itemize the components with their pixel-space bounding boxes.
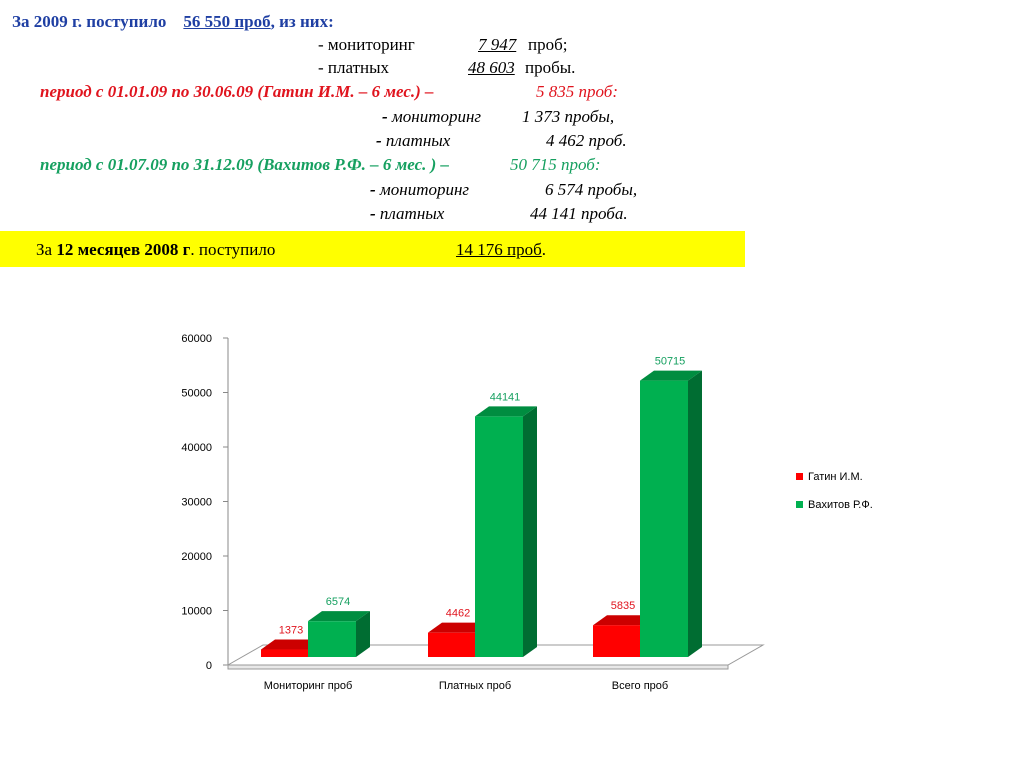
period1-value: 5 835 проб: — [536, 82, 618, 101]
period1-label: период с 01.01.09 по 30.06.09 (Гатин И.М… — [40, 82, 434, 101]
bar-top — [475, 406, 537, 417]
summary-value: 14 176 проб — [456, 240, 542, 259]
bar-side — [523, 406, 537, 657]
bar — [475, 416, 523, 657]
bar — [261, 649, 309, 657]
period2-item-value: 6 574 пробы, — [545, 180, 638, 199]
legend-label: Вахитов Р.Ф. — [808, 499, 873, 511]
bar-chart-svg: 0 10000 20000 30000 40000 50000 60000 1373 4462 5… — [181, 333, 873, 692]
bar-side — [688, 370, 702, 657]
header-monitoring-unit: проб; — [528, 35, 568, 54]
summary-value-wrap: 14 176 проб. — [456, 240, 546, 260]
x-tick-label: Платных проб — [439, 680, 511, 692]
bar-top — [640, 370, 702, 381]
period1-item-paid: - платных 4 462 проб. — [376, 131, 627, 151]
y-tick-label: 30000 — [181, 497, 212, 509]
bar-top — [308, 611, 370, 622]
legend-swatch — [796, 473, 803, 480]
header-line-monitoring: - мониторинг 7 947 проб; — [318, 35, 567, 55]
period2-heading: период с 01.07.09 по 31.12.09 (Вахитов Р… — [40, 155, 601, 175]
period1-item-label: платных — [385, 131, 451, 150]
x-tick-label: Мониторинг проб — [264, 680, 353, 692]
bar — [428, 632, 476, 657]
legend-label: Гатин И.М. — [808, 471, 863, 483]
period2-item-label: платных — [379, 204, 445, 223]
legend-swatch — [796, 501, 803, 508]
period1-item-value: 1 373 пробы, — [522, 107, 615, 126]
header-paid-label: - платных — [318, 58, 390, 77]
bar-top — [593, 615, 655, 626]
period2-label: период с 01.07.09 по 31.12.09 (Вахитов Р… — [40, 155, 450, 174]
bar-chart: 0 10000 20000 30000 40000 50000 60000 1373 4462 5… — [160, 320, 920, 720]
header-monitoring-value: 7 947 — [478, 35, 517, 54]
period2-item-paid: - платных 44 141 проба. — [370, 204, 628, 224]
data-label: 44141 — [490, 391, 521, 403]
header-paid-value: 48 603 — [468, 58, 515, 77]
summary-prefix: За — [36, 240, 53, 259]
period1-item-dash: - — [376, 131, 382, 150]
bar-top — [428, 622, 490, 633]
header-paid-unit: пробы. — [525, 58, 576, 77]
y-tick-label: 10000 — [181, 606, 212, 618]
period2-item-dash: - — [370, 204, 376, 223]
x-tick-label: Всего проб — [612, 680, 668, 692]
y-tick-label: 20000 — [181, 551, 212, 563]
y-tick-label: 0 — [206, 660, 212, 672]
header-line-paid: - платных 48 603 пробы. — [318, 58, 575, 78]
bar — [593, 625, 641, 657]
data-label: 4462 — [446, 608, 470, 620]
period1-item-monitoring: - мониторинг 1 373 пробы, — [382, 107, 614, 127]
y-tick-label: 40000 — [181, 442, 212, 454]
period2-item-label: мониторинг — [379, 180, 470, 199]
summary-period: 12 месяцев 2008 г — [56, 240, 191, 259]
period2-item-value: 44 141 проба. — [530, 204, 628, 223]
period1-item-label: мониторинг — [391, 107, 482, 126]
bar-side — [356, 611, 370, 657]
period2-value: 50 715 проб: — [510, 155, 601, 174]
period1-heading: период с 01.01.09 по 30.06.09 (Гатин И.М… — [40, 82, 618, 102]
period1-item-value: 4 462 проб. — [546, 131, 627, 150]
period2-item-dash: - — [370, 180, 376, 199]
data-label: 5835 — [611, 600, 635, 612]
bar — [640, 380, 688, 657]
period2-item-monitoring: - мониторинг 6 574 пробы, — [370, 180, 637, 200]
header-line-total: За 2009 г. поступило 56 550 проб, из них… — [12, 12, 334, 32]
data-label: 1373 — [279, 625, 303, 637]
summary-text: За 12 месяцев 2008 г. поступило — [36, 240, 275, 260]
bar — [308, 621, 356, 657]
summary-middle: . поступило — [190, 240, 276, 259]
summary-end: . — [541, 240, 546, 259]
header-total-prefix: За 2009 г. поступило — [12, 12, 167, 31]
header-monitoring-label: - мониторинг — [318, 35, 415, 54]
y-tick-label: 50000 — [181, 388, 212, 400]
data-label: 50715 — [655, 356, 686, 368]
chart-floor-edge — [227, 664, 729, 670]
bar-top — [261, 639, 323, 650]
period1-item-dash: - — [382, 107, 388, 126]
data-label: 6574 — [326, 596, 350, 608]
header-total-value: 56 550 проб — [183, 12, 271, 31]
header-total-suffix: , из них: — [270, 12, 334, 31]
summary-bar: За 12 месяцев 2008 г. поступило 14 176 п… — [0, 231, 745, 267]
y-tick-label: 60000 — [181, 333, 212, 345]
